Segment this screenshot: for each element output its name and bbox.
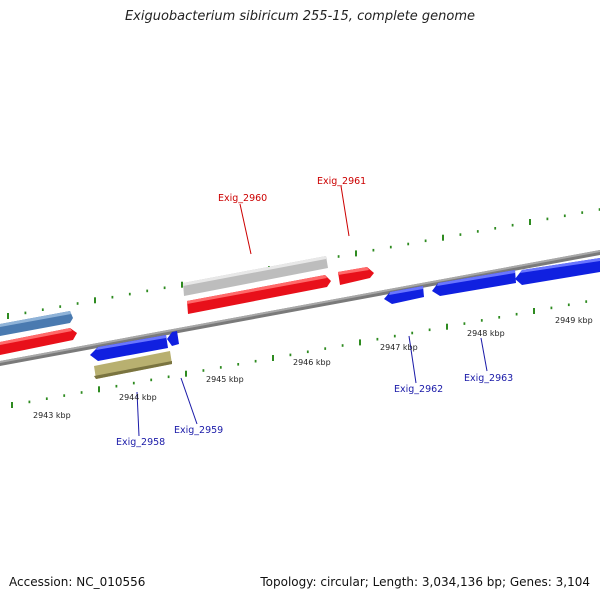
kbp-label: 2945 kbp [206, 375, 244, 384]
gene-exig-2960-red[interactable] [187, 275, 331, 314]
gene-label-exig-2962: Exig_2962 [394, 384, 443, 395]
gene-label-exig-2958: Exig_2958 [116, 437, 165, 448]
kbp-label: 2946 kbp [293, 358, 331, 367]
gene-red-left[interactable] [0, 328, 77, 355]
genome-summary-text: Topology: circular; Length: 3,034,136 bp… [260, 575, 590, 589]
kbp-label: 2949 kbp [555, 316, 593, 325]
gene-label-exig-2963: Exig_2963 [464, 373, 513, 384]
kbp-labels: 2943 kbp 2944 kbp 2945 kbp 2946 kbp 2947… [33, 316, 593, 420]
gene-exig-2958-blue[interactable] [90, 335, 168, 361]
gene-label-exig-2961: Exig_2961 [317, 176, 366, 187]
label-leaders [136, 185, 488, 437]
gene-steel-left[interactable] [0, 311, 73, 336]
kbp-label: 2947 kbp [380, 343, 418, 352]
accession-text: Accession: NC_010556 [9, 575, 146, 589]
gene-exig-2962-blue[interactable] [384, 286, 424, 304]
gene-label-exig-2960: Exig_2960 [218, 193, 267, 204]
gene-label-exig-2959: Exig_2959 [174, 425, 223, 436]
gene-labels: Exig_2960 Exig_2961 Exig_2962 Exig_2963 … [116, 176, 513, 448]
kbp-label: 2944 kbp [119, 393, 157, 402]
gene-olive[interactable] [94, 351, 172, 379]
gene-blue-right-edge[interactable] [515, 258, 600, 285]
genome-backbone [0, 250, 600, 366]
kbp-label: 2948 kbp [467, 329, 505, 338]
kbp-label: 2943 kbp [33, 411, 71, 420]
gene-gray[interactable] [183, 256, 328, 296]
gene-exig-2963-blue[interactable] [432, 270, 516, 296]
tick-row-lower [11, 300, 588, 408]
gene-exig-2961-red[interactable] [338, 267, 374, 285]
gene-exig-2959-blue[interactable] [167, 331, 179, 346]
map-title: Exiguobacterium sibiricum 255-15, comple… [124, 9, 476, 24]
